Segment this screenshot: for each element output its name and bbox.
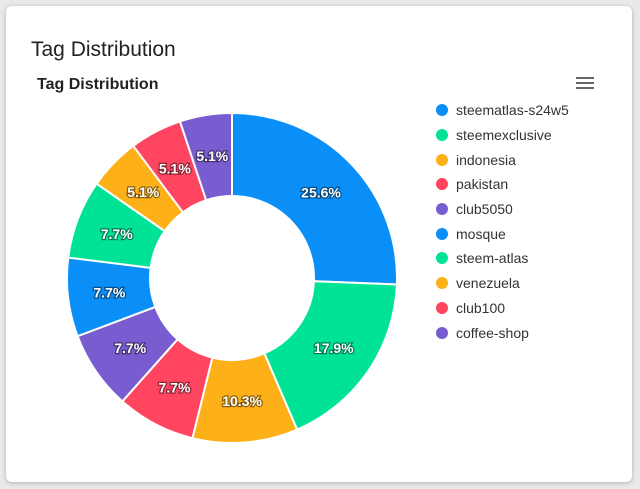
legend-label: club5050	[456, 201, 513, 218]
legend-item-mosque[interactable]: mosque	[436, 221, 569, 246]
legend-marker-icon	[436, 326, 448, 339]
legend-marker-icon	[436, 153, 448, 166]
chart-legend: steematlas-s24w5 steemexclusive indonesia p…	[436, 98, 569, 345]
slice-value-label: 25.6%	[301, 184, 341, 200]
slice-value-label: 17.9%	[314, 340, 354, 356]
legend-label: venezuela	[456, 275, 520, 292]
slice-value-label: 7.7%	[159, 379, 191, 395]
hamburger-menu-icon[interactable]	[574, 74, 596, 94]
legend-label: coffee-shop	[456, 324, 529, 341]
legend-item-coffee-shop[interactable]: coffee-shop	[436, 320, 569, 345]
legend-marker-icon	[436, 129, 448, 142]
donut-slice-steematlas-s24w5[interactable]	[231, 111, 398, 286]
legend-item-steemexclusive[interactable]: steemexclusive	[436, 123, 569, 148]
legend-marker-icon	[436, 301, 448, 314]
legend-item-pakistan[interactable]: pakistan	[436, 172, 569, 197]
menu-line-icon	[576, 82, 594, 84]
slice-value-label: 5.1%	[127, 184, 159, 200]
legend-label: steem-atlas	[456, 250, 529, 267]
legend-item-indonesia[interactable]: indonesia	[436, 147, 569, 172]
slice-value-label: 5.1%	[159, 161, 191, 177]
card-title: Tag Distribution	[31, 38, 176, 61]
donut-slice-coffee-shop[interactable]	[178, 111, 233, 202]
legend-marker-icon	[436, 277, 448, 290]
legend-label: indonesia	[456, 151, 516, 168]
donut-slice-steemexclusive[interactable]	[263, 280, 398, 431]
legend-marker-icon	[436, 104, 448, 117]
legend-marker-icon	[436, 227, 448, 240]
legend-item-steem-atlas[interactable]: steem-atlas	[436, 246, 569, 271]
slice-value-label: 10.3%	[222, 393, 262, 409]
legend-label: mosque	[456, 225, 506, 242]
legend-item-club100[interactable]: club100	[436, 296, 569, 321]
legend-item-steematlas-s24w5[interactable]: steematlas-s24w5	[436, 98, 569, 123]
slice-value-label: 7.7%	[114, 340, 146, 356]
legend-label: club100	[456, 299, 506, 316]
legend-marker-icon	[436, 178, 448, 191]
menu-line-icon	[576, 77, 594, 79]
slice-value-label: 7.7%	[93, 285, 125, 301]
slice-value-label: 5.1%	[196, 148, 228, 164]
legend-label: steematlas-s24w5	[456, 102, 569, 119]
legend-label: steemexclusive	[456, 127, 552, 144]
chart-title: Tag Distribution	[37, 76, 159, 93]
legend-marker-icon	[436, 203, 448, 216]
legend-marker-icon	[436, 252, 448, 265]
menu-line-icon	[576, 87, 594, 89]
legend-label: pakistan	[456, 176, 509, 193]
legend-item-venezuela[interactable]: venezuela	[436, 271, 569, 296]
slice-value-label: 7.7%	[101, 226, 133, 242]
legend-item-club5050[interactable]: club5050	[436, 197, 569, 222]
